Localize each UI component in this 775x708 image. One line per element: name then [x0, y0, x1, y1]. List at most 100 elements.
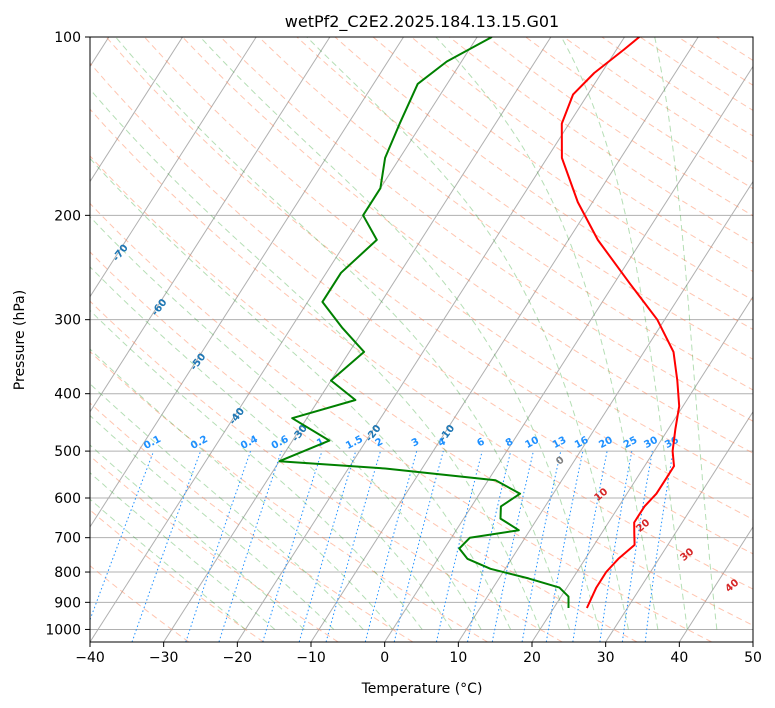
isotherm-line	[752, 641, 753, 642]
mixing-ratio-label: 6	[475, 436, 486, 449]
dry-adiabat-line	[90, 251, 638, 642]
isotherm-line	[531, 295, 753, 642]
y-tick-label: 300	[54, 313, 81, 329]
dry-adiabat-line	[90, 108, 753, 590]
dry-adiabat-line	[182, 37, 753, 454]
moist-adiabat-line	[115, 37, 570, 630]
mixing-ratio-line	[572, 451, 608, 642]
x-tick-label: 0	[380, 650, 389, 666]
isotherm-line	[605, 410, 753, 642]
y-tick-label: 700	[54, 531, 81, 547]
moist-adiabat-line	[560, 37, 688, 630]
mixing-ratio-line	[298, 450, 357, 642]
isotherm-line	[90, 37, 257, 298]
dry-adiabat-line	[90, 155, 753, 626]
isotherm-label: -100	[0, 77, 16, 104]
x-axis-label: Temperature (°C)	[361, 681, 483, 697]
isotherm-line	[90, 37, 478, 642]
isotherm-line	[310, 37, 699, 642]
x-tick-label: 30	[597, 650, 615, 666]
dry-adiabat-line	[487, 37, 753, 217]
mixing-ratio-label: 4	[436, 436, 447, 449]
dry-adiabat-line	[90, 202, 712, 642]
isotherm-line	[90, 37, 404, 528]
mixing-ratio-line	[185, 450, 251, 642]
moist-adiabat-line	[90, 157, 512, 630]
plot-frame	[89, 36, 754, 643]
x-tick-label: −40	[75, 650, 105, 666]
isotherm-line	[236, 37, 625, 642]
dry-adiabat-line	[258, 37, 753, 391]
mixing-ratio-label: 3	[410, 436, 421, 449]
mixing-ratio-line	[364, 450, 418, 642]
x-tick-label: 40	[670, 650, 688, 666]
mixing-ratio-line	[621, 451, 653, 642]
y-tick-label: 900	[54, 595, 81, 611]
isotherm-line	[384, 65, 753, 642]
y-tick-label: 100	[54, 30, 81, 46]
isotherm-line	[90, 37, 183, 183]
dry-adiabat-line	[90, 565, 190, 642]
y-tick-label: 500	[54, 444, 81, 460]
moist-adiabat-label: 40	[724, 577, 742, 594]
x-tick-label: −30	[149, 650, 179, 666]
mixing-ratio-label: 1	[315, 436, 326, 449]
x-tick-label: −10	[296, 650, 326, 666]
dry-adiabat-line	[90, 62, 753, 555]
mixing-ratio-line	[393, 450, 444, 642]
dry-adiabat-line	[90, 455, 339, 642]
mixing-ratio-line	[218, 450, 282, 642]
x-tick-label: 10	[449, 650, 467, 666]
moist-adiabat-line	[435, 37, 659, 630]
dry-adiabat-line	[563, 37, 753, 163]
x-tick-label: 50	[744, 650, 762, 666]
dry-adiabat-line	[90, 402, 414, 642]
dry-adiabat-line	[90, 300, 563, 642]
mixing-ratio-label: 20	[597, 435, 614, 451]
moist-adiabat-line	[90, 266, 453, 630]
x-axis: −40 −30 −20 −10 0 10 20 30 40 50	[75, 642, 762, 666]
dry-adiabat-line	[639, 37, 753, 111]
mixing-ratio-line	[521, 450, 562, 642]
moist-adiabat-line	[90, 444, 305, 630]
isotherm-label: -50	[189, 352, 209, 373]
mixing-ratio-line	[491, 450, 534, 642]
moist-adiabat-label: 10	[593, 486, 611, 503]
moist-adiabat-line	[90, 348, 394, 630]
temperature-profile-line	[560, 37, 681, 609]
moist-adiabat-line	[306, 37, 629, 630]
mixing-ratio-label: 16	[573, 435, 590, 451]
chart-title: wetPf2_C2E2.2025.184.13.15.G01	[285, 12, 559, 32]
mixing-ratio-line	[325, 450, 381, 642]
moist-adiabat-line	[90, 88, 541, 630]
y-tick-label: 1000	[45, 622, 81, 638]
moist-adiabat-label: 0	[554, 455, 566, 468]
isotherm-line	[90, 37, 331, 413]
mixing-ratio-label: 10	[524, 435, 541, 451]
mixing-ratio-line	[467, 450, 512, 642]
background-lines	[90, 37, 775, 642]
dry-adiabat-line	[410, 37, 753, 273]
moist-adiabat-label: 30	[679, 546, 697, 563]
moist-adiabat-line	[654, 37, 718, 630]
y-tick-label: 800	[54, 565, 81, 581]
mixing-ratio-label: 0.1	[142, 434, 163, 452]
mixing-ratio-label: 1.5	[344, 434, 365, 452]
moist-adiabat-line	[90, 309, 423, 630]
moist-adiabat-line	[90, 414, 335, 630]
y-axis-label: Pressure (hPa)	[12, 290, 28, 390]
moist-adiabat-line	[199, 37, 600, 630]
isotherm-line	[678, 525, 753, 642]
isotherm-label: -70	[111, 243, 131, 264]
dry-adiabat-line	[755, 37, 775, 642]
mixing-ratio-label: 0.2	[189, 434, 210, 452]
dry-adiabat-line	[90, 350, 488, 642]
isotherm-label: -40	[227, 406, 247, 427]
moist-adiabat-line	[90, 498, 246, 630]
dry-adiabat-line	[372, 37, 753, 301]
moist-adiabat-label: 20	[635, 517, 653, 534]
mixing-ratio-label: 30	[642, 435, 659, 451]
mixing-ratio-label: 2	[374, 436, 385, 449]
mixing-ratio-line	[131, 450, 202, 642]
